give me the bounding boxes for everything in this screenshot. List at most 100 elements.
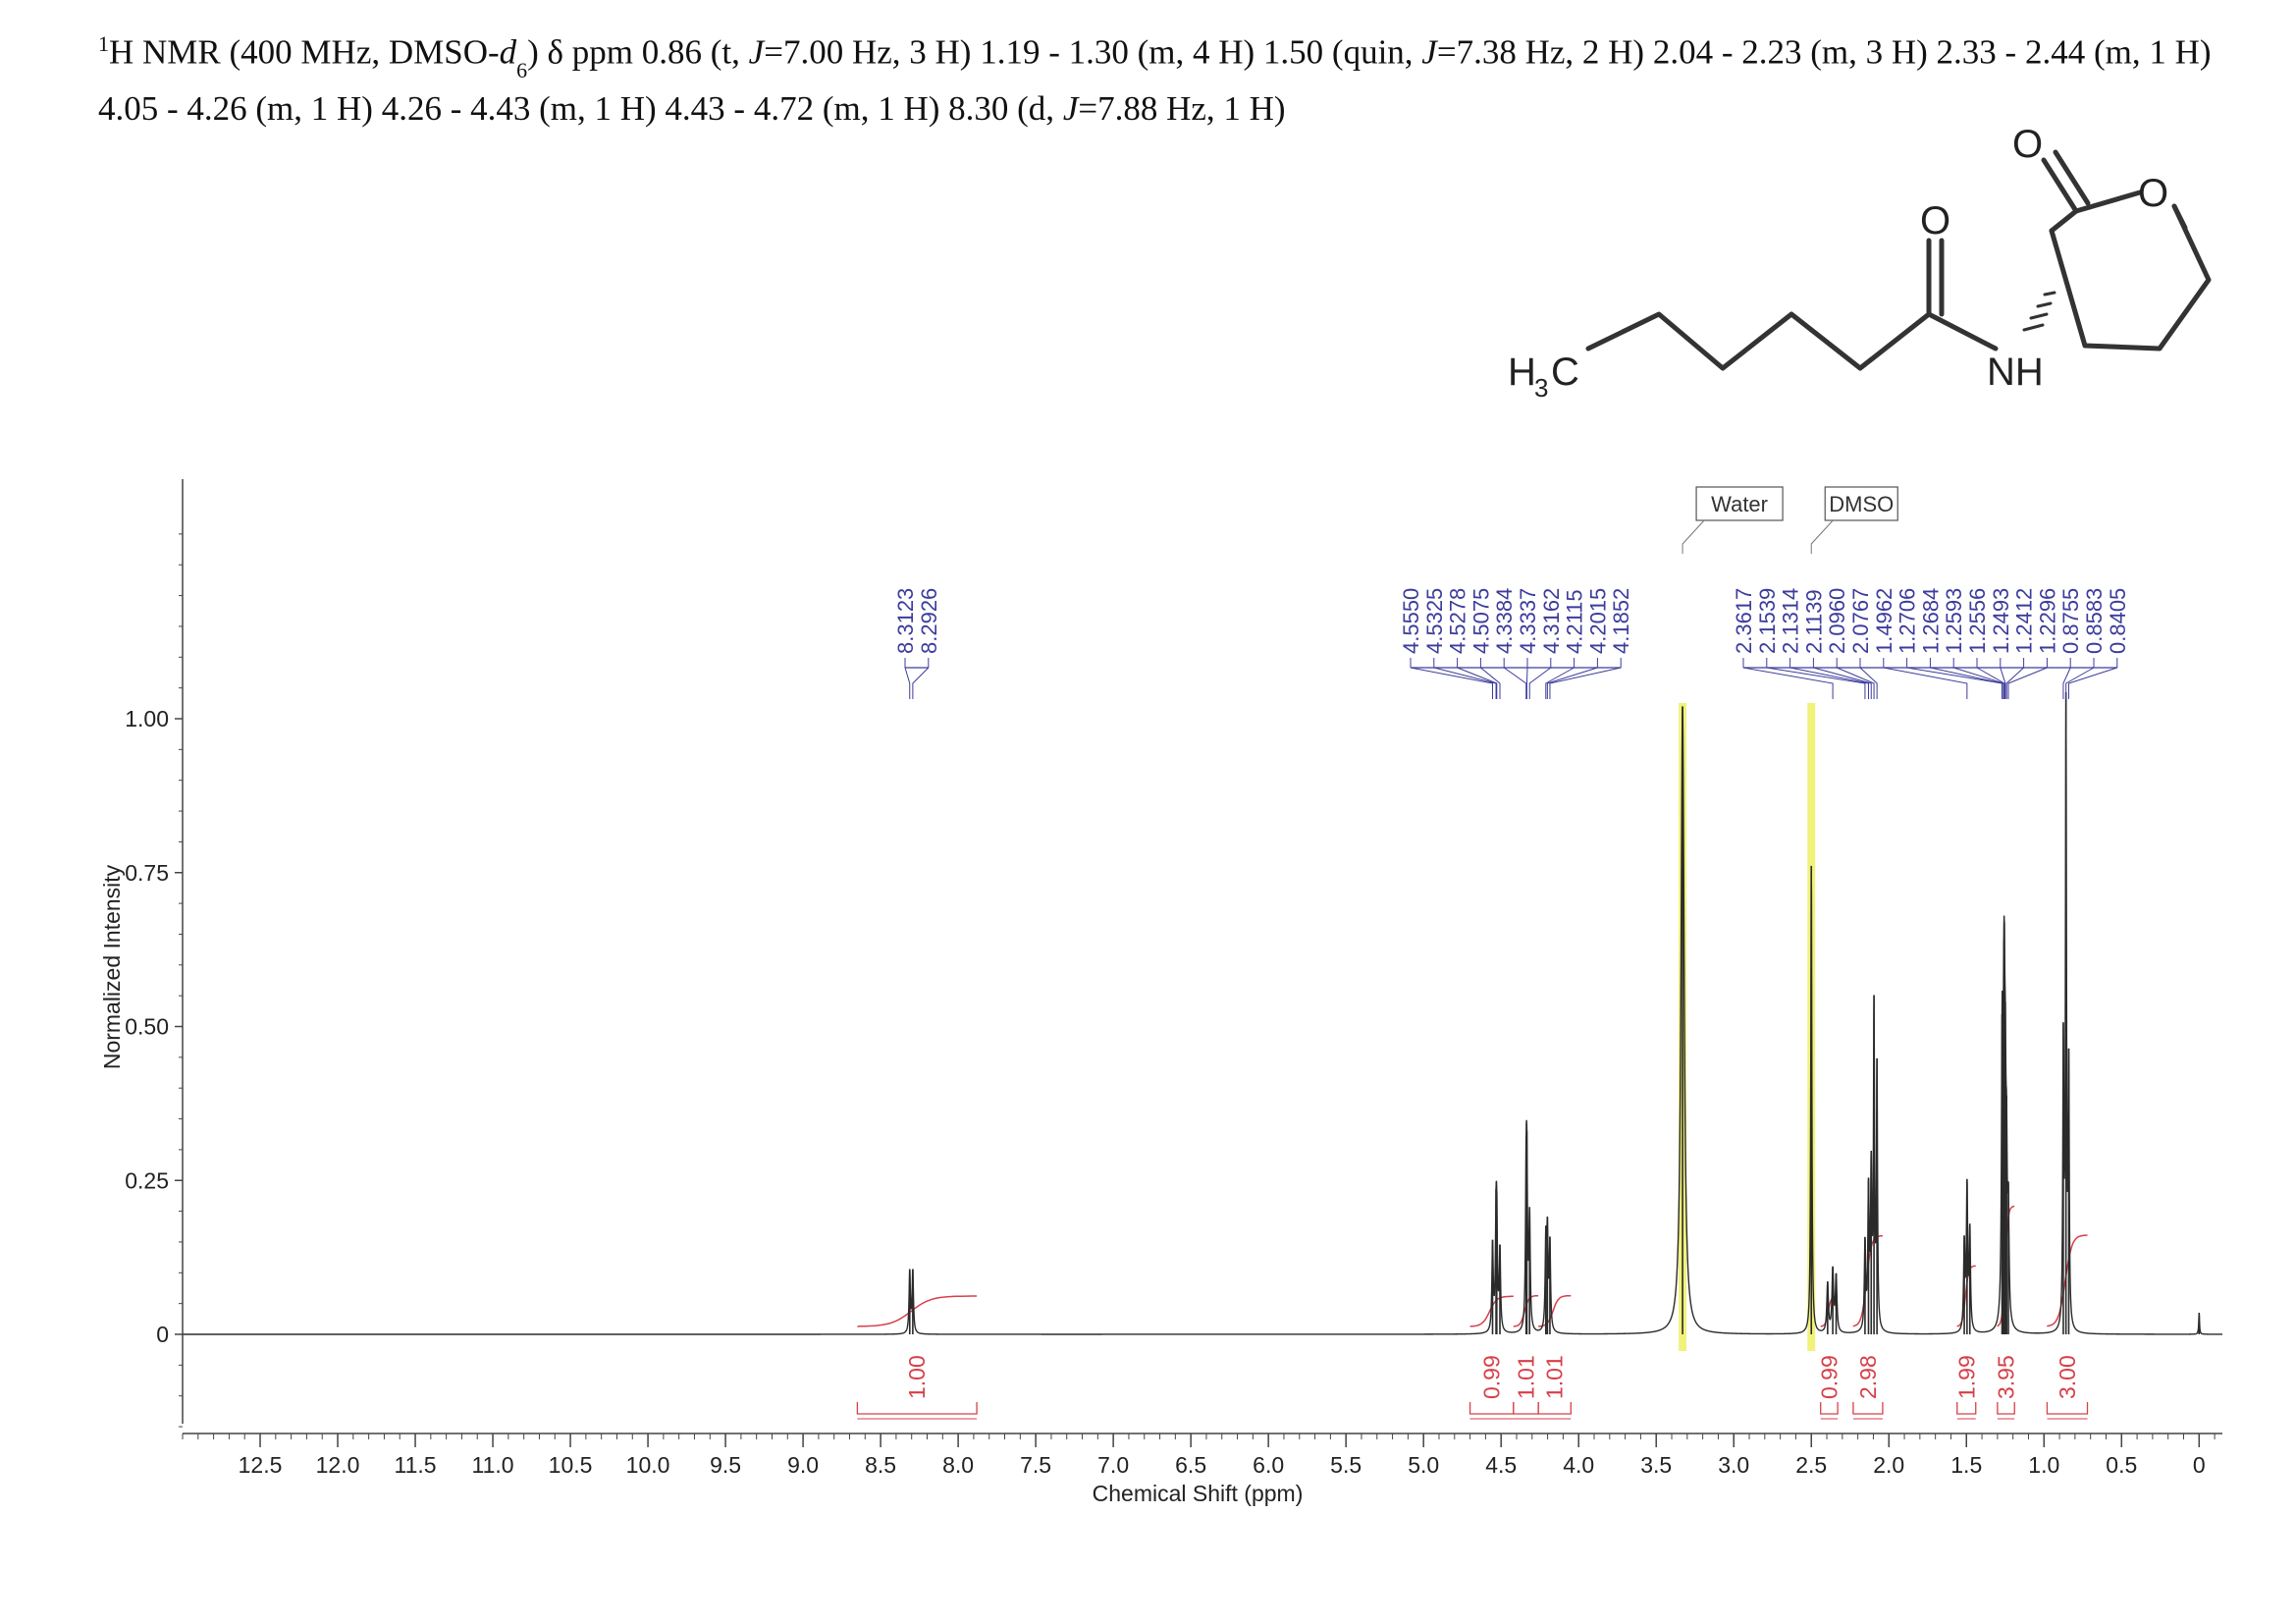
hashed-wedge	[2022, 291, 2056, 332]
caption-d-subscript: 6	[516, 57, 528, 82]
integral-bracket-8	[2046, 1402, 2089, 1415]
x-tick-label-4.0: 4.0	[1563, 1452, 1594, 1478]
peak-connector-2.0767	[1859, 667, 1878, 699]
x-tick-label-0.5: 0.5	[2106, 1452, 2137, 1478]
caption-isotope: 1	[98, 31, 109, 56]
peak-label-2.0767: 2.0767	[1848, 588, 1873, 654]
x-tick-label-8.0: 8.0	[942, 1452, 974, 1478]
alkyl-chain-bond	[1585, 311, 1932, 371]
peak-connector-1.2556	[1976, 667, 2005, 699]
caption-j1: J	[748, 32, 765, 72]
x-tick-label-8.5: 8.5	[865, 1452, 896, 1478]
x-tick-label-1.5: 1.5	[1950, 1452, 1982, 1478]
peak-connector-4.2015	[1546, 667, 1598, 699]
peak-label-1.2706: 1.2706	[1896, 588, 1920, 654]
peak-connector-8.3123	[904, 667, 911, 699]
caption-j2: J	[1421, 32, 1437, 72]
caption-text-d: =7.38 Hz, 2 H) 2.04 - 2.23 (m, 3 H) 2.33…	[98, 32, 2212, 128]
peak-label-1.2296: 1.2296	[2035, 588, 2059, 654]
x-tick-label-6.0: 6.0	[1253, 1452, 1284, 1478]
peak-label-4.2015: 4.2015	[1585, 588, 1610, 654]
x-tick-label-9.0: 9.0	[787, 1452, 819, 1478]
caption-text-a: H NMR (400 MHz, DMSO-	[109, 32, 500, 72]
ring-O-label: O	[2138, 172, 2168, 215]
peak-connector-4.3337	[1525, 667, 1528, 699]
y-tick-label-0.75: 0.75	[125, 860, 169, 886]
x-tick-label-9.5: 9.5	[710, 1452, 741, 1478]
integral-label-4: 0.99	[1816, 1355, 1842, 1399]
integral-label-1: 0.99	[1479, 1355, 1505, 1399]
peak-connector-2.3617	[1742, 667, 1834, 699]
peak-connector-4.2115	[1545, 667, 1575, 699]
integral-bracket-0	[856, 1402, 978, 1415]
y-tick-label-0.50: 0.50	[125, 1014, 169, 1040]
x-tick-label-12.5: 12.5	[239, 1452, 283, 1478]
solvent-label-dmso: DMSO	[1829, 492, 1894, 516]
integral-bracket-1	[1468, 1402, 1515, 1415]
lactone-co-bond-2	[2053, 149, 2091, 206]
solvent-label-layer: Water DMSO	[1682, 486, 1898, 554]
integral-label-8: 3.00	[2055, 1355, 2080, 1399]
peak-label-8.3123: 8.3123	[893, 588, 918, 654]
x-tick-label-4.5: 4.5	[1485, 1452, 1517, 1478]
methyl-sub-label: 3	[1534, 373, 1548, 403]
solvent-box-water	[1695, 486, 1784, 521]
peak-connector-4.5278	[1457, 667, 1498, 699]
peak-connector-1.2296	[2007, 667, 2048, 699]
integral-curves	[857, 1205, 2088, 1327]
x-tick-label-3.0: 3.0	[1718, 1452, 1749, 1478]
peak-label-2.1539: 2.1539	[1755, 588, 1780, 654]
peak-label-0.8583: 0.8583	[2082, 588, 2107, 654]
peak-label-4.2115: 4.2115	[1563, 589, 1587, 654]
lactone-co-bond-1	[2041, 157, 2079, 214]
peak-label-2.1314: 2.1314	[1779, 588, 1803, 654]
peak-label-4.5550: 4.5550	[1399, 588, 1423, 654]
peak-label-1.2412: 1.2412	[2012, 588, 2037, 654]
peak-label-1.2556: 1.2556	[1965, 588, 1990, 654]
peak-label-4.3337: 4.3337	[1516, 588, 1540, 654]
spectrum-trace	[183, 692, 2222, 1335]
peak-connector-4.3384	[1503, 667, 1527, 699]
y-tick-label-1.00: 1.00	[125, 706, 169, 731]
ring-c-o-bond-2	[2171, 203, 2188, 231]
peak-connector-1.2593	[1953, 667, 2004, 699]
x-tick-label-3.5: 3.5	[1640, 1452, 1672, 1478]
peak-connector-1.4962	[1883, 667, 1968, 699]
peak-label-4.3384: 4.3384	[1492, 588, 1517, 654]
x-tick-label-11.0: 11.0	[472, 1452, 514, 1478]
integral-bracket-7	[1997, 1402, 2015, 1415]
caption-text-c: =7.00 Hz, 3 H) 1.19 - 1.30 (m, 4 H) 1.50…	[764, 32, 1422, 72]
integral-label-3: 1.01	[1542, 1355, 1568, 1399]
peak-label-2.1139: 2.1139	[1801, 589, 1826, 654]
solvent-box-dmso	[1824, 486, 1898, 521]
solvent-connector	[1682, 519, 1705, 554]
peak-label-0.8405: 0.8405	[2106, 588, 2130, 654]
amide-cn-bond	[1926, 311, 1999, 352]
peak-connector-2.0960	[1837, 667, 1875, 699]
peak-connector-1.2706	[1906, 667, 2003, 699]
solvent-highlights	[1679, 703, 1816, 1351]
peak-label-4.1852: 4.1852	[1609, 588, 1633, 654]
methyl-H-label: H	[1508, 351, 1536, 394]
integral-label-6: 1.99	[1953, 1355, 1979, 1399]
integral-label-0: 1.00	[904, 1355, 930, 1399]
NH-label: NH	[1987, 351, 2044, 394]
y-tick-label-0.25: 0.25	[125, 1167, 169, 1193]
peak-label-1.2684: 1.2684	[1918, 588, 1943, 654]
x-tick-label-7.5: 7.5	[1020, 1452, 1051, 1478]
x-tick-label-11.5: 11.5	[395, 1452, 437, 1478]
peak-label-8.2926: 8.2926	[917, 588, 941, 654]
caption-d: d	[499, 32, 517, 72]
integral-label-2: 1.01	[1513, 1355, 1538, 1399]
peak-connector-4.5075	[1480, 667, 1501, 699]
x-tick-label-12.0: 12.0	[316, 1452, 360, 1478]
x-tick-label-2.5: 2.5	[1795, 1452, 1827, 1478]
x-tick-label-6.5: 6.5	[1175, 1452, 1206, 1478]
integral-curve-3	[1537, 1294, 1572, 1327]
caption-text-b: ) δ ppm 0.86 (t,	[527, 32, 749, 72]
ring-bonds	[2049, 203, 2212, 352]
integral-curve-8	[2047, 1234, 2088, 1327]
x-tick-label-5.0: 5.0	[1408, 1452, 1439, 1478]
